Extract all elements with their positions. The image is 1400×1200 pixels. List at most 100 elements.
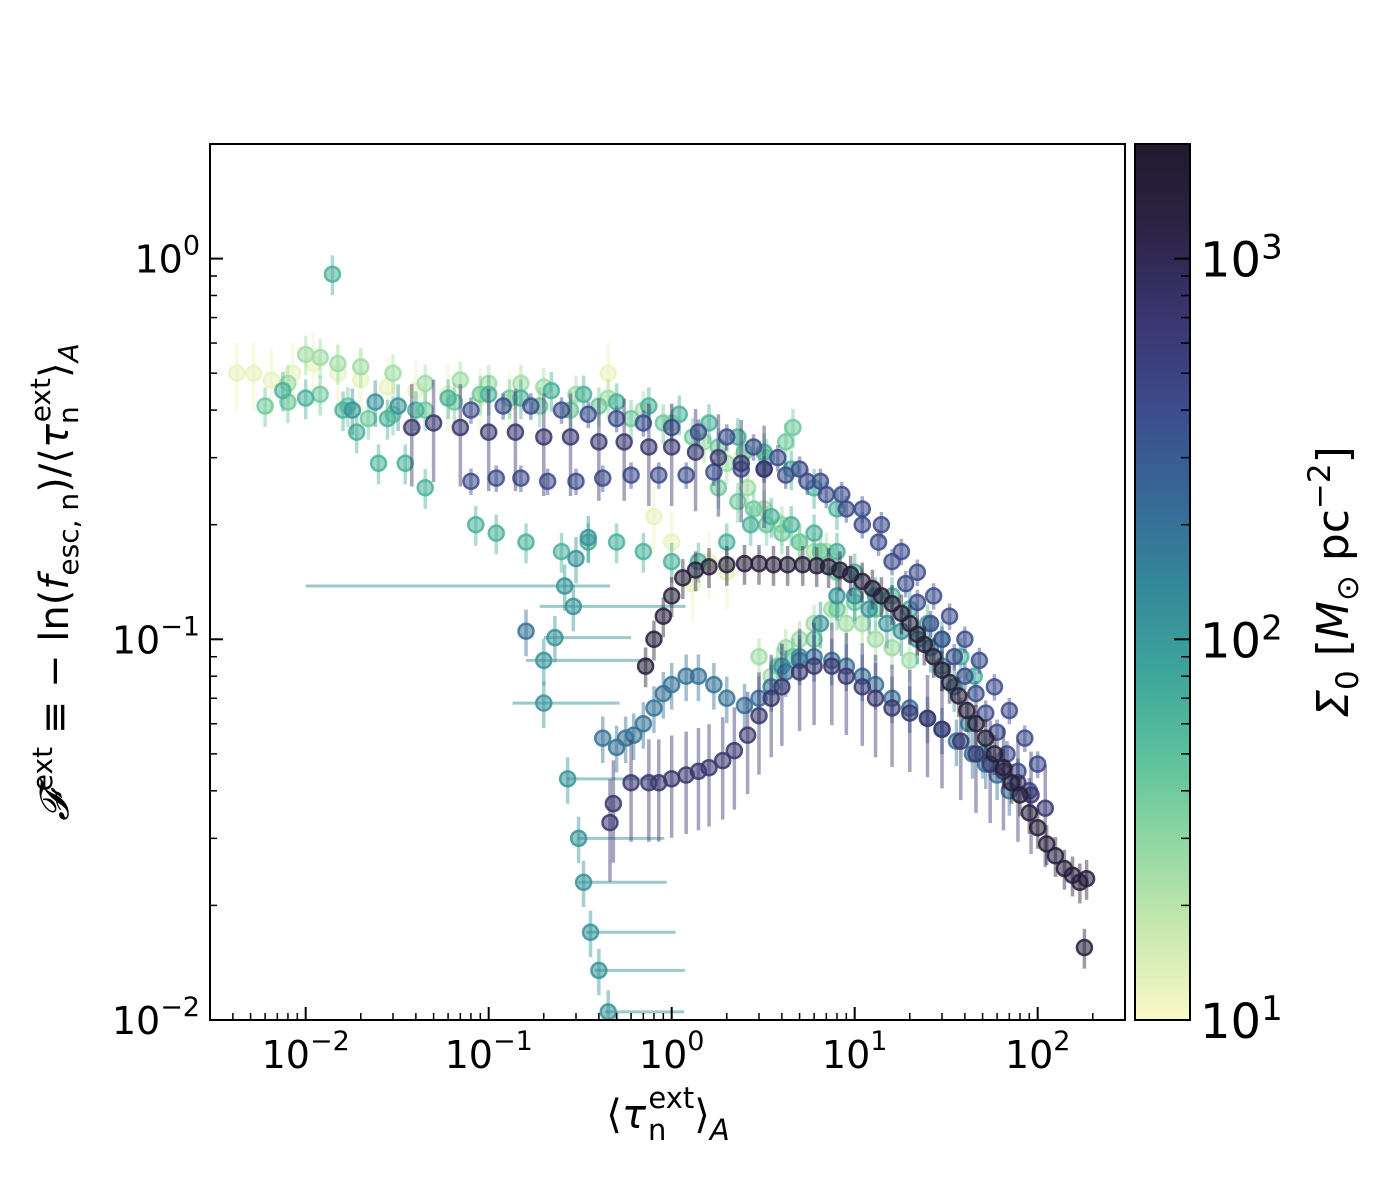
data-point (343, 401, 362, 419)
data-point (860, 600, 878, 618)
x-tick-label: 10−1 (445, 1026, 533, 1077)
data-point (615, 433, 633, 451)
data-point (558, 770, 577, 788)
colorbar-tick-label: 101 (1200, 989, 1283, 1050)
data-point (764, 555, 783, 574)
data-point (535, 428, 553, 446)
data-point (689, 667, 708, 685)
data-point (732, 454, 751, 473)
data-point (624, 726, 643, 744)
data-point (607, 393, 626, 411)
data-point (662, 533, 681, 551)
data-point (896, 574, 915, 593)
data-point (790, 460, 809, 478)
data-point (790, 663, 809, 681)
data-point (713, 751, 732, 770)
data-point (535, 651, 553, 670)
data-point (407, 401, 425, 419)
data-point (933, 720, 951, 739)
x-title-langle: ⟨ (606, 1092, 622, 1138)
data-point (1002, 773, 1021, 792)
data-point (487, 524, 506, 542)
data-point (967, 715, 985, 733)
data-point (552, 401, 571, 419)
data-point (296, 345, 315, 364)
data-point (607, 533, 626, 551)
data-point (755, 460, 773, 478)
data-point (883, 699, 901, 717)
data-point (262, 371, 281, 389)
data-point (853, 614, 872, 633)
data-point (593, 469, 612, 487)
svg-text:Σ0 [M⊙ pc−2]: Σ0 [M⊙ pc−2] (1302, 446, 1366, 718)
data-point (750, 706, 768, 725)
data-point (833, 485, 851, 504)
data-point (1046, 847, 1065, 865)
data-point (738, 726, 757, 744)
data-point (424, 414, 443, 432)
data-point (662, 552, 681, 571)
data-point (776, 466, 795, 484)
data-point (908, 593, 927, 612)
data-point (709, 448, 728, 467)
data-point (601, 813, 619, 832)
data-point (853, 678, 872, 696)
data-point (244, 364, 263, 382)
data-point (296, 389, 315, 407)
data-point (662, 587, 681, 605)
data-point (1020, 804, 1039, 822)
colorbar-tick-label: 102 (1200, 608, 1283, 669)
plot-area (227, 255, 1096, 1041)
data-point (949, 687, 968, 705)
colorbar-tick-labels: 101 102 103 (1200, 228, 1283, 1050)
data-point (662, 675, 681, 694)
data-point (674, 569, 692, 587)
data-point (384, 364, 402, 382)
x-tick-label: 101 (822, 1026, 888, 1077)
data-point (970, 651, 989, 670)
data-point (828, 542, 846, 561)
data-point (805, 630, 823, 649)
data-point (729, 492, 747, 511)
data-point (750, 647, 768, 666)
data-point (744, 500, 763, 518)
data-point (901, 651, 919, 670)
data-point (634, 715, 653, 733)
data-point (892, 542, 911, 561)
data-point (599, 1003, 617, 1020)
data-point (1000, 701, 1019, 720)
data-point (670, 405, 689, 424)
data-point (828, 587, 846, 605)
data-point (915, 635, 934, 654)
data-point (622, 773, 640, 792)
x-tick-label: 100 (639, 1026, 705, 1077)
data-point (352, 357, 370, 376)
data-point (837, 667, 856, 685)
data-point (512, 469, 530, 487)
data-point (705, 675, 723, 694)
data-point (607, 409, 626, 428)
data-point (311, 385, 329, 404)
data-point (604, 794, 623, 813)
data-point (933, 630, 951, 649)
data-point (323, 265, 342, 283)
data-point (1036, 799, 1055, 817)
data-point (933, 661, 951, 679)
data-point (567, 549, 585, 568)
data-point (640, 397, 658, 415)
data-point (845, 587, 864, 605)
data-point (609, 1026, 624, 1041)
plot-frame (209, 143, 1126, 1021)
data-point (976, 729, 995, 747)
data-point (366, 393, 385, 411)
data-point (853, 500, 872, 518)
data-point (735, 696, 754, 715)
data-point (976, 704, 995, 722)
data-point (487, 469, 506, 487)
data-point (686, 443, 705, 461)
data-point (718, 555, 736, 574)
data-point (689, 423, 708, 441)
data-point (389, 397, 407, 415)
data-point (329, 354, 347, 373)
data-point (994, 758, 1013, 777)
